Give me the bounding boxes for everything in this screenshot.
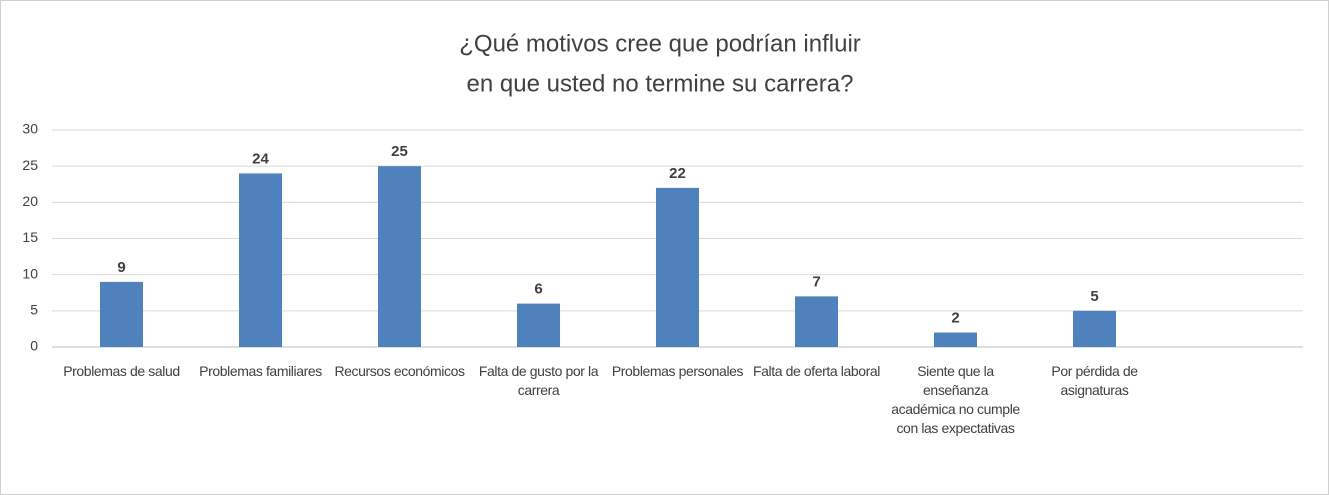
- x-tick-label: Problemas familiares: [199, 363, 322, 379]
- data-label: 22: [669, 165, 686, 182]
- x-tick-label: Siente que la enseñanza académica no cum…: [891, 363, 1020, 436]
- bar: [239, 173, 282, 347]
- data-label: 5: [1090, 288, 1098, 305]
- y-tick-label: 20: [22, 193, 38, 209]
- data-label: 25: [391, 143, 408, 160]
- data-label: 6: [534, 281, 542, 298]
- bar: [100, 281, 143, 347]
- x-tick-label: Problemas de salud: [63, 363, 180, 379]
- y-tick-label: 25: [22, 157, 38, 173]
- y-tick-label: 0: [30, 338, 38, 354]
- bar: [656, 187, 699, 347]
- x-tick-label: Problemas personales: [611, 363, 744, 379]
- x-tick-label: Falta de oferta laboral: [753, 363, 880, 379]
- y-tick-label: 15: [22, 229, 38, 245]
- bar: [934, 332, 977, 347]
- bar: [517, 303, 560, 347]
- y-tick-label: 5: [30, 302, 38, 318]
- data-label: 24: [252, 150, 269, 167]
- chart-title: ¿Qué motivos cree que podrían influir: [459, 30, 861, 57]
- data-label: 2: [951, 310, 959, 327]
- bar: [1073, 310, 1116, 347]
- bar: [378, 166, 421, 347]
- x-tick-label: Por pérdida de asignaturas: [1051, 363, 1138, 398]
- y-tick-label: 10: [22, 265, 38, 281]
- bar: [795, 296, 838, 347]
- data-label: 9: [117, 259, 125, 276]
- x-tick-label: Falta de gusto por la carrera: [478, 363, 599, 398]
- y-tick-label: 30: [22, 121, 38, 137]
- data-label: 7: [812, 273, 820, 290]
- x-tick-label: Recursos económicos: [334, 363, 465, 379]
- chart-title: en que usted no termine su carrera?: [467, 70, 854, 97]
